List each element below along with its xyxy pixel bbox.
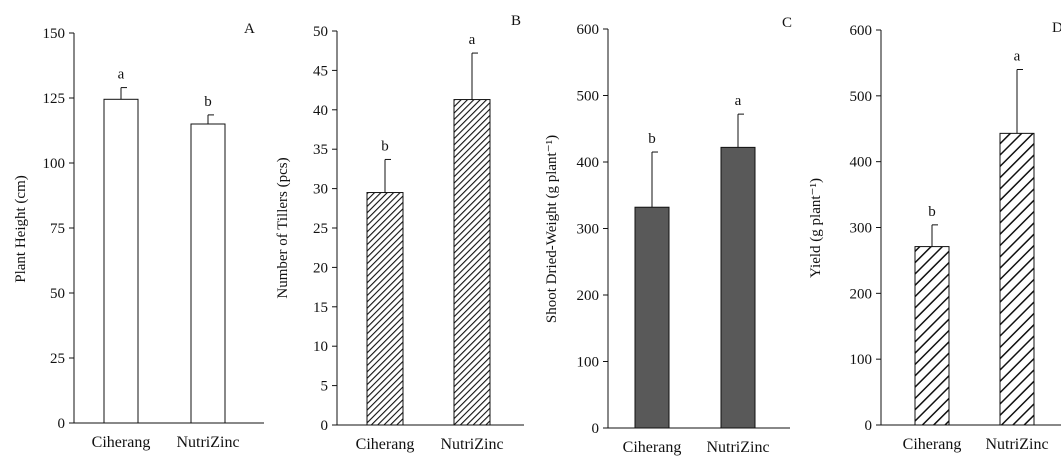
x-tick-label: Ciherang (623, 439, 682, 456)
panel-c-plot: b Ciherang a NutriZinc 0 100 200 300 400 500 600 (577, 22, 790, 456)
y-tick-label: 400 (850, 155, 873, 171)
y-tick-label: 100 (577, 355, 600, 371)
panel-d-plot: b Ciherang a NutriZinc 0 100 200 300 400 500 600 (850, 23, 1061, 453)
panel-a-letter: A (244, 21, 255, 37)
panel-d-y-axis-label: Yield (g plant⁻¹) (808, 178, 824, 278)
bar-ciherang (634, 206, 670, 429)
y-tick-label: 125 (43, 91, 66, 107)
bar-nutrizinc (999, 132, 1035, 426)
significance-letter: a (735, 93, 742, 109)
significance-letter: b (928, 204, 936, 220)
y-tick-label: 600 (577, 22, 600, 38)
y-tick-label: 25 (50, 351, 65, 367)
y-tick-label: 100 (850, 352, 873, 368)
panel-a: A Plant Height (cm) a Ciherang b NutriZinc 0… (13, 21, 264, 451)
y-tick-label: 0 (321, 418, 329, 434)
y-tick-label: 100 (43, 156, 66, 172)
bar-nutrizinc (453, 99, 491, 426)
x-tick-label: NutriZinc (706, 439, 769, 456)
significance-letter: a (118, 67, 125, 83)
y-tick-label: 15 (313, 300, 328, 316)
panel-c-y-axis-label: Shoot Dried-Weight (g plant⁻¹) (544, 135, 560, 323)
y-tick-label: 200 (577, 288, 600, 304)
y-tick-label: 0 (58, 416, 66, 432)
panel-a-plot: a Ciherang b NutriZinc 0 25 50 75 100 125 150 (43, 26, 264, 451)
significance-letter: b (381, 138, 389, 154)
y-tick-label: 50 (313, 24, 328, 40)
y-tick-label: 0 (865, 418, 873, 434)
x-tick-label: Ciherang (356, 436, 415, 453)
x-tick-label: NutriZinc (176, 434, 239, 451)
panel-c: C Shoot Dried-Weight (g plant⁻¹) b Cihera… (544, 15, 792, 456)
y-tick-label: 20 (313, 260, 328, 276)
panel-b-letter: B (511, 13, 521, 29)
panel-c-letter: C (782, 15, 792, 31)
bar-nutrizinc (720, 146, 756, 429)
x-tick-label: NutriZinc (440, 436, 503, 453)
x-tick-label: Ciherang (903, 436, 962, 453)
significance-letter: b (648, 131, 656, 147)
significance-letter: a (1014, 49, 1021, 65)
y-tick-label: 600 (850, 23, 873, 39)
panel-b-plot: b Ciherang a NutriZinc 0 5 10 15 20 25 30 35 40 45 50 (313, 24, 524, 453)
y-tick-label: 0 (592, 421, 600, 437)
y-tick-label: 300 (850, 221, 873, 237)
y-tick-label: 300 (577, 222, 600, 238)
y-tick-label: 50 (50, 286, 65, 302)
y-tick-label: 400 (577, 155, 600, 171)
panel-b-y-axis-label: Number of Tillers (pcs) (275, 157, 291, 298)
y-tick-label: 500 (850, 89, 873, 105)
y-tick-label: 75 (50, 221, 65, 237)
panel-d: D Yield (g plant⁻¹) b Ciherang a NutriZinc 0… (808, 20, 1061, 453)
y-tick-label: 10 (313, 339, 328, 355)
y-tick-label: 30 (313, 182, 328, 198)
panel-b: B Number of Tillers (pcs) b Ciherang a Nutr… (275, 13, 524, 453)
x-tick-label: NutriZinc (985, 436, 1048, 453)
y-tick-label: 45 (313, 63, 328, 79)
y-tick-label: 200 (850, 286, 873, 302)
y-tick-label: 25 (313, 221, 328, 237)
panel-d-letter: D (1052, 20, 1061, 36)
bar-nutrizinc (190, 123, 226, 424)
y-tick-label: 500 (577, 89, 600, 105)
y-tick-label: 35 (313, 142, 328, 158)
bar-ciherang (103, 98, 139, 424)
x-tick-label: Ciherang (92, 434, 151, 451)
bar-ciherang (366, 192, 404, 426)
y-tick-label: 5 (321, 379, 329, 395)
significance-letter: b (204, 94, 212, 110)
panel-a-y-axis-label: Plant Height (cm) (13, 175, 29, 282)
y-tick-label: 150 (43, 26, 66, 42)
bar-ciherang (914, 246, 950, 426)
significance-letter: a (469, 32, 476, 48)
y-tick-label: 40 (313, 103, 328, 119)
